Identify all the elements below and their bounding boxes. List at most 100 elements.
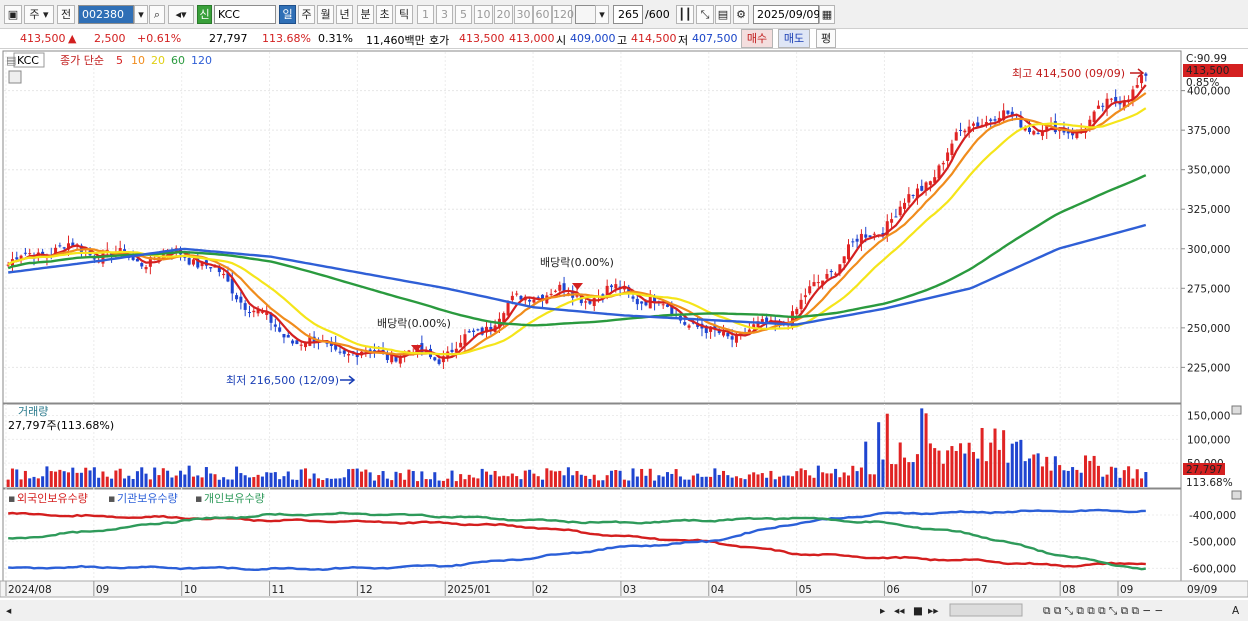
interval-1[interactable]: 1 (417, 5, 434, 24)
volume-bar (661, 476, 665, 487)
candle-body (903, 202, 907, 209)
candle-body (872, 233, 876, 235)
volume-bar (907, 462, 911, 487)
interval-dropdown-icon[interactable]: ▾ (595, 5, 609, 24)
zoom-tools-icon[interactable]: ⧉ ⧉ ⤡ ⧉ ⧉ ⧉ ⤡ ⧉ ⧉ − − (1043, 605, 1163, 617)
interval-10[interactable]: 10 (474, 5, 493, 24)
tab-day[interactable]: 일 (279, 5, 296, 24)
volume-bar (765, 477, 769, 487)
stock-name-field[interactable]: KCC (214, 5, 276, 24)
candle-body (372, 350, 376, 352)
candle-body (907, 194, 911, 203)
save-icon[interactable]: ▤ (715, 5, 731, 24)
grid-toggle-icon[interactable] (8, 70, 22, 84)
volume-bar (351, 468, 355, 487)
interval-20[interactable]: 20 (494, 5, 513, 24)
buy-button[interactable]: 매수 (741, 29, 773, 48)
candle-body (1088, 119, 1092, 128)
volume-bar (696, 473, 700, 487)
tab-week[interactable]: 주 (298, 5, 315, 24)
holdings-close-icon[interactable] (1231, 490, 1242, 500)
candle-body (1036, 133, 1040, 135)
rewind-icon[interactable]: ◂◂ (894, 605, 905, 617)
tab-tick[interactable]: 틱 (395, 5, 413, 24)
ma-20-label[interactable]: 20 (151, 54, 165, 67)
code-dropdown-icon[interactable]: ▾ (134, 5, 148, 24)
ma-10-label[interactable]: 10 (131, 54, 145, 67)
gear-icon[interactable]: ⚙ (733, 5, 749, 24)
volume-bar (372, 480, 376, 487)
interval-120[interactable]: 120 (552, 5, 574, 24)
speaker-icon[interactable]: ◂▾ (168, 5, 194, 24)
scrollbar-strip[interactable] (0, 600, 1248, 621)
volume-bar (717, 474, 721, 487)
eval-button[interactable]: 평 (816, 29, 836, 48)
stock-chart[interactable]: 400,000 375,000 350,000 325,000 300,000 275,0… (0, 49, 1248, 621)
candle-body (467, 331, 471, 333)
layout-icon[interactable]: ▣ (4, 5, 22, 24)
search-icon[interactable]: ⌕ (149, 5, 165, 24)
volume-bar (329, 478, 333, 487)
interval-5[interactable]: 5 (455, 5, 472, 24)
volume-bar (174, 475, 178, 487)
volume-bar (592, 474, 596, 487)
candle-body (299, 344, 303, 346)
x-tick-label: 08 (1062, 584, 1075, 596)
candle-body (851, 241, 855, 243)
ma-title: 종가 단순 (60, 54, 104, 67)
volume-bar (747, 474, 751, 487)
draw-tool-icon[interactable]: ⤡ (696, 5, 714, 24)
fast-forward-icon[interactable]: ▸▸ (928, 605, 939, 617)
volume-bar (928, 443, 932, 487)
volume-bar (140, 467, 144, 487)
volume-bar (247, 477, 251, 487)
scroll-left-icon[interactable]: ◂ (6, 605, 12, 617)
chart-type-select[interactable]: 주 ▾ (24, 5, 54, 24)
prev-button[interactable]: 전 (57, 5, 75, 24)
volume-bar (123, 478, 127, 487)
volume-bar (1079, 472, 1083, 487)
volume-bar (342, 477, 346, 487)
candle-body (105, 249, 109, 251)
candle-body (15, 257, 19, 260)
scroll-right-icon[interactable]: ▸ (880, 605, 886, 617)
candle-body (1010, 111, 1014, 116)
settings-dots-icon[interactable]: ▤ (6, 54, 16, 67)
candle-body (588, 300, 592, 304)
ma-120-label[interactable]: 120 (191, 54, 212, 67)
interval-3[interactable]: 3 (436, 5, 453, 24)
candle-body (269, 313, 273, 323)
ma-5-label[interactable]: 5 (116, 54, 123, 67)
candle-body (601, 294, 605, 296)
count-input[interactable]: 265 (613, 5, 643, 24)
interval-60[interactable]: 60 (533, 5, 552, 24)
candle-body (946, 152, 950, 161)
tab-second[interactable]: 초 (376, 5, 393, 24)
tab-year[interactable]: 년 (336, 5, 353, 24)
candle-body (484, 326, 489, 333)
tab-month[interactable]: 월 (317, 5, 334, 24)
volume-value-label: 27,797주(113.68%) (8, 419, 114, 432)
candle-body (635, 298, 639, 305)
candle-icon[interactable]: ┃┃ (676, 5, 694, 24)
tab-minute[interactable]: 분 (357, 5, 374, 24)
stop-icon[interactable]: ■ (913, 605, 923, 617)
scroll-thumb[interactable] (949, 603, 1023, 617)
volume-close-icon[interactable] (1231, 405, 1242, 415)
volume-bar (601, 480, 605, 487)
stock-code-input[interactable]: 002380 (78, 5, 134, 24)
font-size-icon[interactable]: A (1232, 605, 1240, 617)
date-input[interactable]: 2025/09/09 (753, 5, 820, 24)
volume-bar (700, 476, 704, 487)
candle-body (691, 322, 695, 324)
candle-body (562, 283, 566, 292)
calendar-icon[interactable]: ▦ (819, 5, 835, 24)
interval-30[interactable]: 30 (514, 5, 533, 24)
ticker-box[interactable] (13, 52, 45, 68)
ma-60-label[interactable]: 60 (171, 54, 185, 67)
shin-button[interactable]: 신 (197, 5, 212, 24)
volume-bar (179, 470, 183, 487)
candle-body (920, 185, 924, 191)
x-tick-label: 2024/08 (8, 584, 52, 596)
sell-button[interactable]: 매도 (778, 29, 810, 48)
